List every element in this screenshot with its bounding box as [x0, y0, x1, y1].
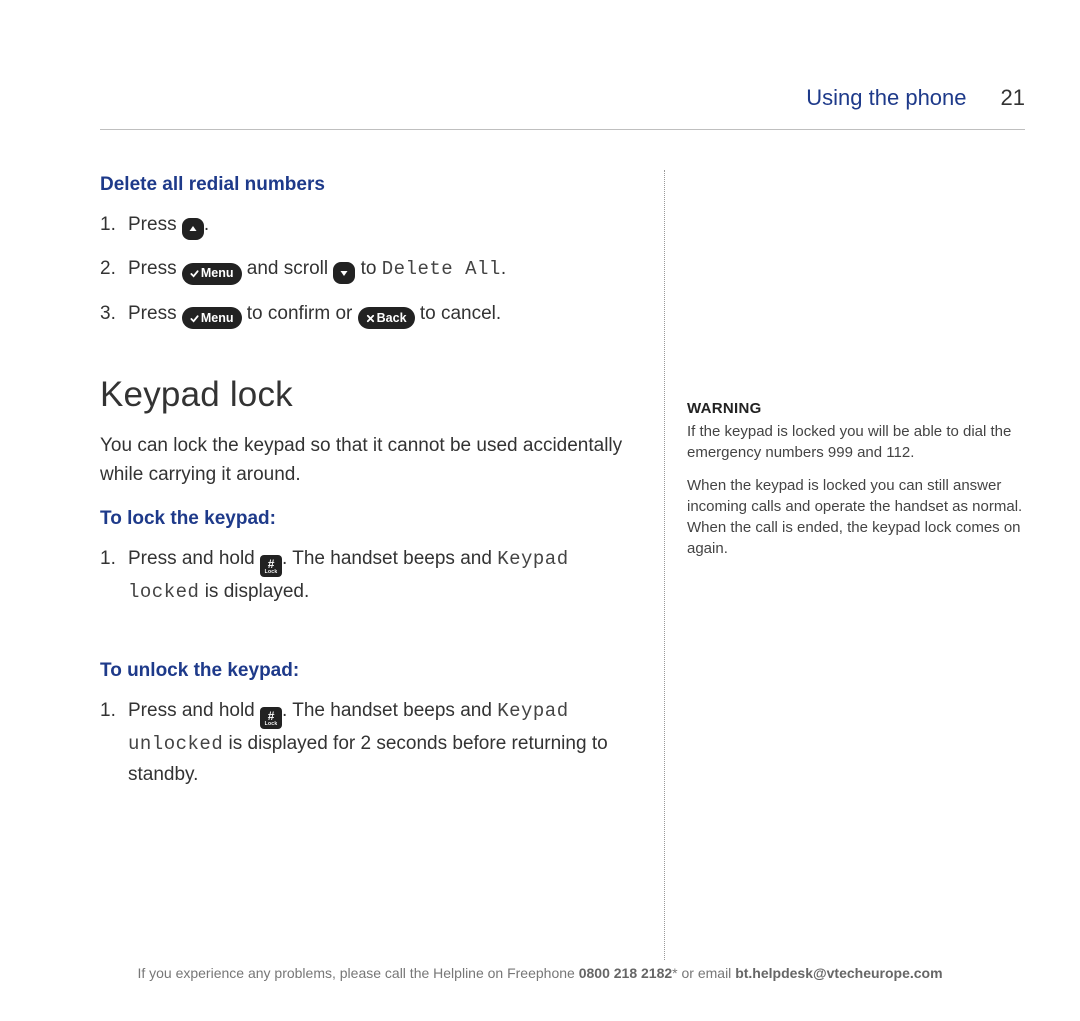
- spacer: [100, 622, 634, 656]
- lock-sublabel: Lock: [265, 570, 278, 575]
- text: and scroll: [242, 258, 334, 279]
- footer-text-a: If you experience any problems, please c…: [137, 965, 578, 981]
- back-label: Back: [377, 312, 407, 325]
- text: Press: [128, 258, 182, 279]
- warning-paragraph-1: If the keypad is locked you will be able…: [687, 421, 1024, 463]
- text: .: [204, 214, 209, 235]
- lock-steps: Press and hold #Lock. The handset beeps …: [100, 544, 634, 608]
- page-header: Using the phone 21: [100, 85, 1025, 130]
- menu-button-icon: Menu: [182, 263, 242, 285]
- hash-symbol: #: [268, 710, 275, 722]
- hash-lock-key-icon: #Lock: [260, 707, 282, 729]
- up-arrow-icon: [182, 218, 204, 240]
- text: . The handset beeps and: [282, 548, 497, 569]
- warning-paragraph-2: When the keypad is locked you can still …: [687, 475, 1024, 559]
- step-2: Press Menu and scroll to Delete All.: [100, 254, 634, 285]
- content-columns: Delete all redial numbers Press . Press …: [100, 170, 1025, 960]
- main-column: Delete all redial numbers Press . Press …: [100, 170, 664, 960]
- back-button-icon: Back: [358, 307, 415, 329]
- text: .: [501, 258, 506, 279]
- text: . The handset beeps and: [282, 700, 497, 721]
- text: is displayed.: [199, 581, 309, 602]
- down-arrow-icon: [333, 262, 355, 284]
- lcd-delete-all: Delete All: [382, 258, 501, 280]
- text: to confirm or: [242, 303, 358, 324]
- unlock-step-1: Press and hold #Lock. The handset beeps …: [100, 696, 634, 789]
- section-title: Using the phone: [806, 85, 966, 111]
- to-lock-heading: To lock the keypad:: [100, 508, 634, 530]
- warning-heading: WARNING: [687, 400, 1024, 417]
- footer-text-b: * or email: [672, 965, 735, 981]
- menu-button-icon: Menu: [182, 307, 242, 329]
- footer-phone: 0800 218 2182: [579, 965, 672, 981]
- sidebar-column: WARNING If the keypad is locked you will…: [664, 170, 1024, 960]
- text: Press: [128, 303, 182, 324]
- step-3: Press Menu to confirm or Back to cancel.: [100, 299, 634, 330]
- hash-lock-key-icon: #Lock: [260, 555, 282, 577]
- page-number: 21: [1001, 85, 1025, 111]
- text: Press: [128, 214, 182, 235]
- keypad-lock-intro: You can lock the keypad so that it canno…: [100, 431, 634, 490]
- to-unlock-heading: To unlock the keypad:: [100, 660, 634, 682]
- manual-page: Using the phone 21 Delete all redial num…: [0, 0, 1080, 1021]
- footer-email: bt.helpdesk@vtecheurope.com: [735, 965, 942, 981]
- text: to cancel.: [415, 303, 502, 324]
- text: Press and hold: [128, 700, 260, 721]
- text: to: [355, 258, 381, 279]
- delete-all-steps: Press . Press Menu and scroll to Delete …: [100, 210, 634, 329]
- unlock-steps: Press and hold #Lock. The handset beeps …: [100, 696, 634, 789]
- step-1: Press .: [100, 210, 634, 240]
- menu-label: Menu: [201, 312, 234, 325]
- lock-step-1: Press and hold #Lock. The handset beeps …: [100, 544, 634, 608]
- delete-all-heading: Delete all redial numbers: [100, 174, 634, 196]
- keypad-lock-heading: Keypad lock: [100, 375, 634, 415]
- text: Press and hold: [128, 548, 260, 569]
- sidebar-spacer: [687, 170, 1024, 400]
- menu-label: Menu: [201, 267, 234, 280]
- page-footer: If you experience any problems, please c…: [0, 965, 1080, 981]
- lock-sublabel: Lock: [265, 722, 278, 727]
